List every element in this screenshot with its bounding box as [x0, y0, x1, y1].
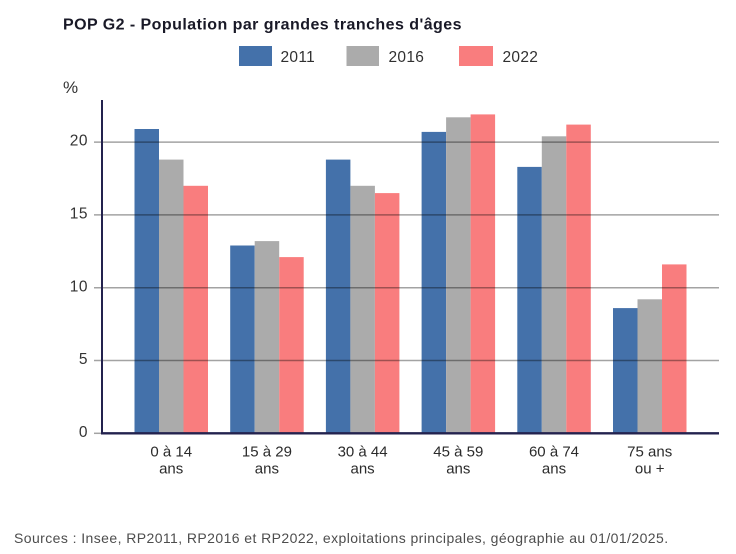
- svg-text:ans: ans: [351, 461, 375, 478]
- svg-text:15: 15: [70, 206, 88, 223]
- svg-text:5: 5: [79, 351, 88, 368]
- svg-text:ou +: ou +: [635, 461, 665, 478]
- svg-text:15 à 29: 15 à 29: [242, 444, 292, 461]
- svg-text:Sources : Insee, RP2011, RP201: Sources : Insee, RP2011, RP2016 et RP202…: [14, 530, 669, 546]
- svg-text:0 à 14: 0 à 14: [150, 444, 192, 461]
- svg-text:2011: 2011: [281, 49, 316, 66]
- svg-text:%: %: [63, 78, 78, 97]
- svg-text:ans: ans: [159, 461, 183, 478]
- svg-text:2016: 2016: [389, 49, 425, 66]
- svg-text:0: 0: [79, 424, 88, 441]
- svg-text:ans: ans: [446, 461, 470, 478]
- svg-text:45 à 59: 45 à 59: [433, 444, 483, 461]
- svg-text:30 à 44: 30 à 44: [338, 444, 388, 461]
- svg-text:20: 20: [70, 133, 88, 150]
- svg-text:POP G2 - Population par grande: POP G2 - Population par grandes tranches…: [63, 17, 462, 34]
- svg-text:ans: ans: [542, 461, 566, 478]
- svg-text:2022: 2022: [503, 49, 539, 66]
- svg-text:75 ans: 75 ans: [627, 444, 672, 461]
- svg-text:ans: ans: [255, 461, 279, 478]
- svg-text:60 à 74: 60 à 74: [529, 444, 579, 461]
- svg-text:10: 10: [70, 278, 88, 295]
